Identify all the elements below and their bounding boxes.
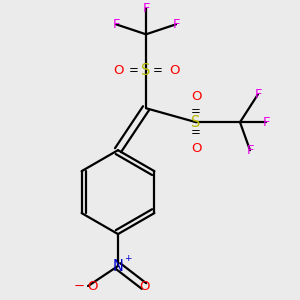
Text: F: F [262, 116, 270, 129]
Text: O: O [191, 90, 201, 103]
Text: S: S [191, 115, 201, 130]
Text: O: O [113, 64, 123, 77]
Text: =: = [129, 64, 139, 77]
Text: S: S [141, 63, 151, 78]
Text: O: O [88, 280, 98, 292]
Text: −: − [74, 280, 85, 292]
Text: N: N [112, 259, 123, 274]
Text: +: + [124, 254, 132, 262]
Text: O: O [139, 280, 149, 292]
Text: F: F [112, 18, 120, 31]
Text: F: F [246, 144, 254, 157]
Text: O: O [191, 142, 201, 155]
Text: F: F [142, 2, 150, 15]
Text: =: = [191, 105, 201, 118]
Text: O: O [169, 64, 179, 77]
Text: =: = [153, 64, 163, 77]
Text: =: = [191, 126, 201, 139]
Text: F: F [172, 18, 180, 31]
Text: F: F [254, 88, 262, 101]
